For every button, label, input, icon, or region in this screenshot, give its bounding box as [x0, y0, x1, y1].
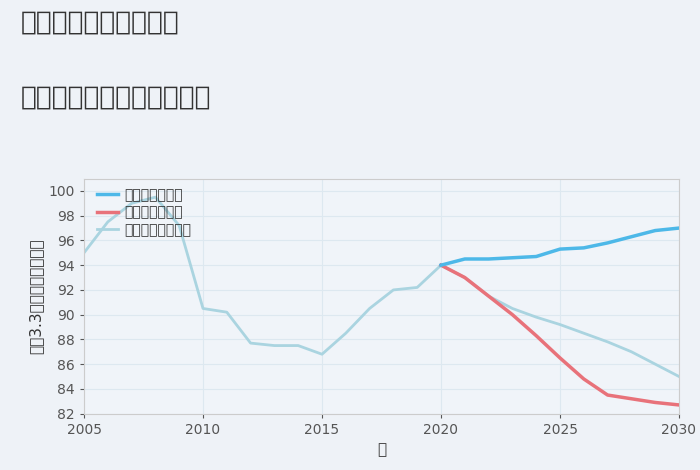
ノーマルシナリオ	[651, 361, 659, 367]
バッドシナリオ	[603, 392, 612, 398]
ノーマルシナリオ	[246, 340, 255, 346]
グッドシナリオ	[532, 254, 540, 259]
バッドシナリオ	[532, 333, 540, 338]
ノーマルシナリオ	[437, 262, 445, 268]
バッドシナリオ	[675, 402, 683, 408]
グッドシナリオ	[603, 240, 612, 246]
Legend: グッドシナリオ, バッドシナリオ, ノーマルシナリオ: グッドシナリオ, バッドシナリオ, ノーマルシナリオ	[97, 188, 192, 237]
ノーマルシナリオ	[342, 330, 350, 336]
グッドシナリオ	[580, 245, 588, 251]
グッドシナリオ	[627, 234, 636, 240]
ノーマルシナリオ	[580, 330, 588, 336]
ノーマルシナリオ	[627, 349, 636, 354]
グッドシナリオ	[461, 256, 469, 262]
ノーマルシナリオ	[151, 194, 160, 200]
Y-axis label: 平（3.3㎡）単価（万円）: 平（3.3㎡）単価（万円）	[28, 238, 43, 354]
バッドシナリオ	[508, 312, 517, 317]
グッドシナリオ	[556, 246, 564, 252]
バッドシナリオ	[580, 376, 588, 382]
Text: 中古マンションの価格推移: 中古マンションの価格推移	[21, 85, 211, 110]
グッドシナリオ	[508, 255, 517, 260]
ノーマルシナリオ	[603, 339, 612, 345]
Line: ノーマルシナリオ: ノーマルシナリオ	[84, 197, 679, 376]
ノーマルシナリオ	[389, 287, 398, 293]
バッドシナリオ	[484, 293, 493, 299]
バッドシナリオ	[437, 262, 445, 268]
ノーマルシナリオ	[223, 309, 231, 315]
ノーマルシナリオ	[104, 219, 112, 225]
ノーマルシナリオ	[365, 306, 374, 311]
ノーマルシナリオ	[199, 306, 207, 311]
バッドシナリオ	[556, 355, 564, 361]
ノーマルシナリオ	[484, 293, 493, 299]
バッドシナリオ	[627, 396, 636, 401]
グッドシナリオ	[484, 256, 493, 262]
ノーマルシナリオ	[175, 223, 183, 228]
グッドシナリオ	[675, 225, 683, 231]
ノーマルシナリオ	[556, 322, 564, 328]
ノーマルシナリオ	[532, 314, 540, 320]
バッドシナリオ	[651, 400, 659, 405]
Line: グッドシナリオ: グッドシナリオ	[441, 228, 679, 265]
Text: 神奈川県平塚市土屋の: 神奈川県平塚市土屋の	[21, 9, 180, 35]
ノーマルシナリオ	[270, 343, 279, 348]
ノーマルシナリオ	[508, 306, 517, 311]
ノーマルシナリオ	[318, 352, 326, 357]
グッドシナリオ	[651, 228, 659, 234]
Line: バッドシナリオ: バッドシナリオ	[441, 265, 679, 405]
ノーマルシナリオ	[675, 374, 683, 379]
グッドシナリオ	[437, 262, 445, 268]
X-axis label: 年: 年	[377, 442, 386, 457]
ノーマルシナリオ	[461, 275, 469, 281]
ノーマルシナリオ	[413, 285, 421, 290]
バッドシナリオ	[461, 275, 469, 281]
ノーマルシナリオ	[294, 343, 302, 348]
ノーマルシナリオ	[80, 250, 88, 256]
ノーマルシナリオ	[127, 201, 136, 206]
